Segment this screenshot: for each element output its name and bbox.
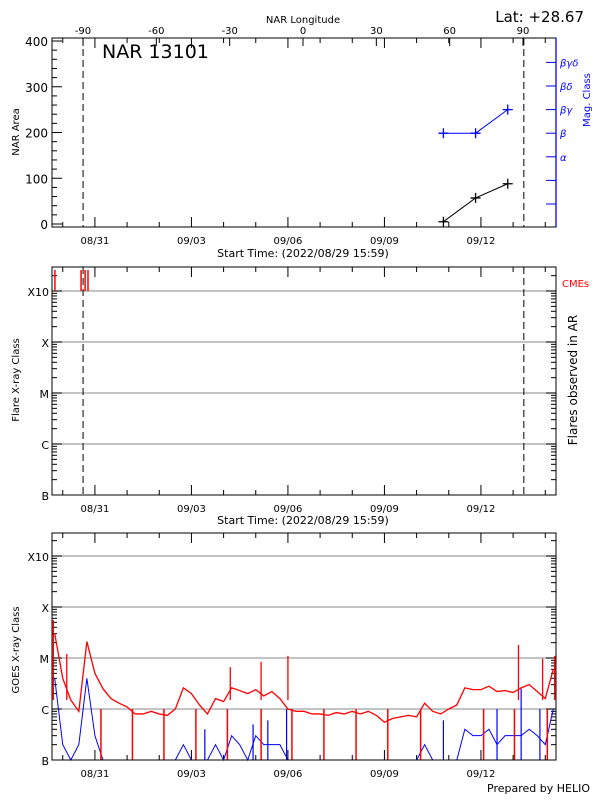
- x-tick-label: 09/03: [177, 769, 206, 780]
- mag-point: [438, 128, 449, 139]
- x-tick-label: 09/03: [177, 504, 206, 515]
- top-axis-label: NAR Longitude: [266, 15, 340, 26]
- area-tick-label: 0: [40, 218, 48, 232]
- mag-point: [470, 128, 481, 139]
- longitude-tick-label: 60: [443, 26, 456, 37]
- goes-short-line: [54, 678, 554, 762]
- mag-tick-label: βγ: [559, 106, 573, 117]
- area-point: [470, 192, 481, 203]
- longitude-tick-label: 90: [517, 26, 530, 37]
- x-tick-label: 09/06: [274, 236, 303, 247]
- longitude-tick-label: 30: [370, 26, 383, 37]
- longitude-tick-label: -30: [221, 26, 237, 37]
- panel2-xlabel: Start Time: (2022/08/29 15:59): [217, 514, 389, 527]
- y-tick-label: X: [41, 602, 49, 615]
- panel-frame: [51, 532, 557, 761]
- panel-frame: [51, 37, 557, 228]
- area-point: [502, 178, 513, 189]
- latitude-label: Lat: +28.67: [495, 8, 584, 26]
- x-tick-label: 09/06: [274, 769, 303, 780]
- area-tick-label: 100: [25, 172, 48, 186]
- longitude-tick-label: 0: [300, 26, 306, 37]
- y-tick-label: C: [41, 704, 49, 717]
- y-tick-label: C: [41, 439, 49, 452]
- y-tick-label: X10: [27, 286, 49, 299]
- y-tick-label: X: [41, 337, 49, 350]
- x-tick-label: 09/09: [370, 236, 399, 247]
- cme-label: CMEs: [562, 279, 589, 290]
- flare-ylabel: Flare X-ray Class: [11, 338, 22, 422]
- y-tick-label: X10: [27, 551, 49, 564]
- x-tick-label: 09/06: [274, 504, 303, 515]
- x-tick-label: 09/12: [467, 236, 496, 247]
- area-tick-label: 400: [25, 35, 48, 49]
- y-tick-label: B: [41, 490, 49, 503]
- mag-tick-label: βδ: [559, 82, 573, 93]
- footer-credit: Prepared by HELIO: [487, 782, 590, 795]
- x-tick-label: 08/31: [80, 504, 109, 515]
- longitude-tick-label: -60: [148, 26, 164, 37]
- mag-tick-label: βγδ: [559, 58, 578, 69]
- panel-frame: [51, 266, 557, 496]
- chart-title: NAR 13101: [102, 41, 209, 63]
- y-tick-label: B: [41, 755, 49, 768]
- mag-tick-label: β: [559, 129, 567, 140]
- area-point: [438, 216, 449, 227]
- goes-long-line: [54, 633, 554, 724]
- x-tick-label: 09/12: [467, 504, 496, 515]
- x-tick-label: 09/03: [177, 236, 206, 247]
- x-tick-label: 08/31: [80, 236, 109, 247]
- flares-y2label: Flares observed in AR: [566, 315, 580, 445]
- area-tick-label: 300: [25, 81, 48, 95]
- area-ylabel: NAR Area: [11, 108, 22, 155]
- panel1-xlabel: Start Time: (2022/08/29 15:59): [217, 247, 389, 260]
- y-tick-label: M: [40, 653, 50, 666]
- mag-ylabel: Mag. Class: [582, 73, 593, 127]
- longitude-tick-label: -90: [75, 26, 91, 37]
- x-tick-label: 08/31: [80, 769, 109, 780]
- goes-ylabel: GOES X-ray Class: [11, 606, 22, 693]
- mag-tick-label: α: [560, 153, 567, 164]
- mag-point: [502, 104, 513, 115]
- x-tick-label: 09/09: [370, 769, 399, 780]
- x-tick-label: 09/09: [370, 504, 399, 515]
- area-tick-label: 200: [25, 127, 48, 141]
- x-tick-label: 09/12: [467, 769, 496, 780]
- y-tick-label: M: [40, 388, 50, 401]
